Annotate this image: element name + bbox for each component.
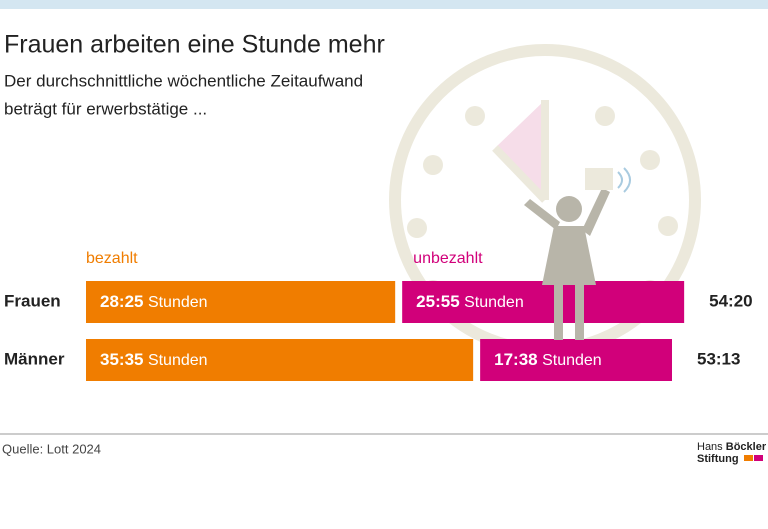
value-label-number: 17:38 [494,350,537,369]
chart-subtitle: Der durchschnittliche wöchentliche Zeita… [4,71,363,90]
legend-label: bezahlt [86,250,138,267]
value-label: 25:55 Stunden [416,292,524,311]
chart-subtitle: beträgt für erwerbstätige ... [4,99,207,118]
value-label-number: 35:35 [100,350,143,369]
value-label-number: 28:25 [100,292,143,311]
logo-mark [744,455,753,461]
category-label: Frauen [4,291,61,310]
bar [86,281,396,323]
bar [86,339,474,381]
total-label: 53:13 [697,349,740,368]
value-label: 35:35 Stunden [100,350,208,369]
source: Quelle: Lott 2024 [2,441,101,456]
value-label: 17:38 Stunden [494,350,602,369]
logo-mark [754,455,763,461]
woman-figure [524,167,631,340]
value-label-number: 25:55 [416,292,459,311]
header-strip [0,0,768,9]
chart-title: Frauen arbeiten eine Stunde mehr [4,31,385,59]
logo-text: Hans [697,441,723,453]
logo-text: Böckler [726,441,767,453]
category-label: Männer [4,349,65,368]
value-label-unit: Stunden [464,294,524,311]
logo: Hans Böckler [697,441,767,453]
logo: Stiftung [697,453,739,465]
value-label-unit: Stunden [148,352,208,369]
bars: Frauen 28:25 Stunden bezahlt 25:55 Stunden u… [4,250,753,381]
bar [480,339,672,381]
total-label: 54:20 [709,291,752,310]
bar [402,281,685,323]
value-label-unit: Stunden [148,294,208,311]
value-label: 28:25 Stunden [100,292,208,311]
value-label-unit: Stunden [542,352,602,369]
legend-label: unbezahlt [413,250,483,267]
